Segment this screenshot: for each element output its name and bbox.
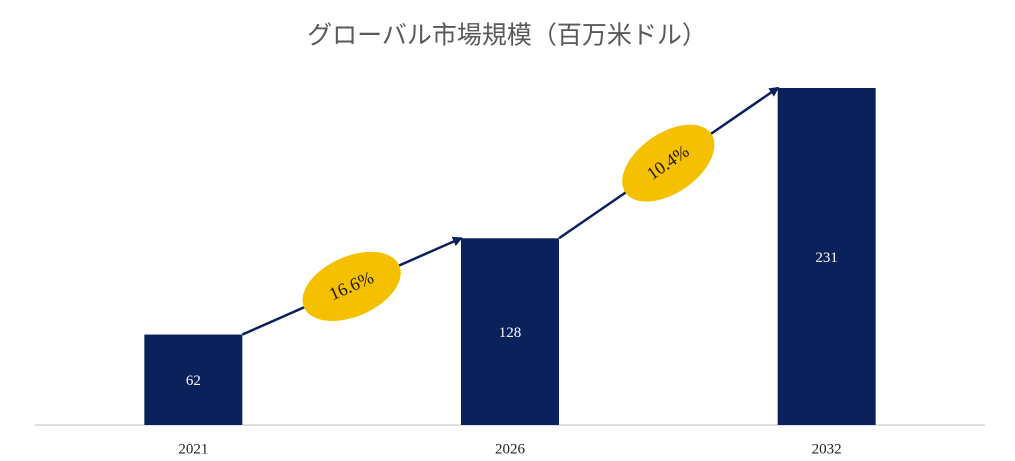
data-label: 128: [499, 325, 522, 341]
x-tick-label: 2032: [812, 441, 842, 457]
badge-ellipse: [622, 124, 715, 202]
data-label: 231: [815, 250, 838, 266]
badge-ellipse: [302, 251, 401, 321]
x-tick-label: 2021: [178, 441, 208, 457]
bar: [461, 238, 559, 425]
bar: [144, 334, 243, 425]
x-tick-label: 2026: [495, 441, 526, 457]
growth-badge: 16.6%: [302, 251, 401, 321]
growth-badge: 10.4%: [622, 124, 715, 202]
data-label: 62: [186, 373, 201, 389]
chart-title: グローバル市場規模（百万米ドル）: [307, 22, 707, 50]
bar: [777, 88, 876, 425]
